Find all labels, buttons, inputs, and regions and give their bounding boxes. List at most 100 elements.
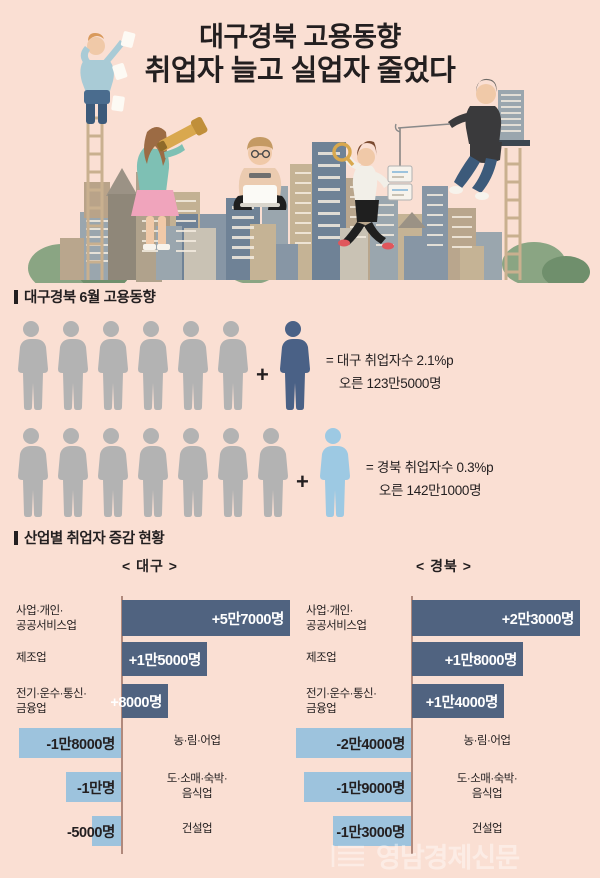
- chart-daegu-category-1: 제조업: [16, 651, 116, 666]
- table-row: 제조업 +1만5000명: [6, 640, 294, 680]
- person-icon-gray: [178, 321, 208, 410]
- chart-daegu-bar-1: +1만5000명: [122, 642, 207, 676]
- person-icon-gray: [18, 428, 48, 517]
- table-row: 전기·운수·통신· 금융업 +8000명: [6, 680, 294, 724]
- chart-daegu-bar-0: +5만7000명: [122, 600, 290, 636]
- chart-daegu-value-5: -5000명: [66, 824, 115, 841]
- cat-line: 전기·운수·통신·: [306, 688, 377, 700]
- cat-line: 사업·개인·: [306, 605, 353, 617]
- person-icon-gray: [178, 428, 208, 517]
- pictogram-row-gyeongbuk: + = 경북 취업자수 0.3%p 오른 142만1000명: [14, 427, 494, 517]
- cat-line: 도·소매·숙박·: [456, 773, 518, 785]
- person-icon-gray: [138, 428, 168, 517]
- pictogram-label-daegu: = 대구 취업자수 2.1%p 오른 123만5000명: [325, 349, 454, 396]
- table-row: 전기·운수·통신· 금융업 +1만4000명: [300, 680, 588, 724]
- person-icon-gray: [58, 428, 88, 517]
- person-icon-gray: [98, 321, 128, 410]
- pictogram-label-gyeongbuk-line2: 오른 142만1000명: [378, 483, 482, 499]
- chart-gyeongbuk-bar-0: +2만3000명: [412, 600, 580, 636]
- chart-gyeongbuk-value-5: -1만3000명: [336, 824, 405, 841]
- chart-gyeongbuk-value-4: -1만9000명: [336, 780, 405, 797]
- cat-line: 농·림·어업: [463, 735, 511, 747]
- chart-gyeongbuk: < 경북 > 사업·개인· 공공서비스업 +2만3000명 제조업 +1만8: [296, 556, 588, 856]
- table-row: 제조업 +1만8000명: [300, 640, 588, 680]
- chart-daegu-bar-2: +8000명: [110, 684, 168, 718]
- chart-daegu-value-0: +5만7000명: [211, 611, 285, 628]
- cat-line: 사업·개인·: [16, 605, 63, 617]
- cat-line: 음식업: [181, 787, 213, 800]
- chart-daegu-title: < 대구 >: [122, 558, 178, 574]
- chart-gyeongbuk-bar-5: -1만3000명: [333, 816, 411, 846]
- illustration-hanging-box: [387, 128, 413, 201]
- person-icon-accent-gyeongbuk: [319, 428, 350, 517]
- cat-line: 전기·운수·통신·: [16, 688, 87, 700]
- illustration-man-fishing: [394, 78, 502, 200]
- chart-gyeongbuk-category-1: 제조업: [306, 651, 406, 666]
- chart-gyeongbuk-body: 사업·개인· 공공서비스업 +2만3000명 제조업 +1만8000명: [296, 596, 588, 854]
- table-row: -1만9000명 도·소매·숙박· 음식업: [300, 768, 588, 812]
- table-row: -1만명 도·소매·숙박· 음식업: [6, 768, 294, 812]
- chart-gyeongbuk-bar-2: +1만4000명: [412, 684, 504, 718]
- section1-heading-text: 대구경북 6월 고용동향: [24, 290, 156, 306]
- chart-gyeongbuk-category-0: 사업·개인· 공공서비스업: [306, 604, 406, 633]
- chart-daegu-value-3: -1만8000명: [46, 736, 115, 753]
- illustration-woman-magnifier: [332, 140, 394, 250]
- chart-gyeongbuk-axis: [411, 596, 413, 854]
- cat-line: 건설업: [181, 823, 213, 835]
- chart-gyeongbuk-value-3: -2만4000명: [336, 736, 405, 753]
- table-row: 사업·개인· 공공서비스업 +5만7000명: [6, 596, 294, 640]
- cat-line: 제조업: [16, 652, 47, 664]
- cat-line: 금융업: [306, 702, 337, 715]
- person-icon-gray: [258, 428, 288, 517]
- person-icon-gray: [18, 321, 48, 410]
- illustration-man-ladder: [80, 31, 136, 124]
- chart-gyeongbuk-value-2: +1만4000명: [425, 694, 499, 711]
- heading-bullet-icon: [14, 530, 18, 545]
- person-icon-gray: [218, 321, 248, 410]
- chart-gyeongbuk-category-3: 농·림·어업: [422, 734, 552, 749]
- heading-bullet-icon: [14, 289, 18, 304]
- chart-gyeongbuk-category-5: 건설업: [422, 822, 552, 837]
- person-icon-gray: [58, 321, 88, 410]
- table-row: -2만4000명 농·림·어업: [296, 724, 588, 768]
- section-heading-industry-change: 산업별 취업자 증감 현황: [14, 527, 165, 548]
- cat-line: 건설업: [471, 823, 503, 835]
- chart-daegu-category-3: 농·림·어업: [132, 734, 262, 749]
- chart-daegu-axis: [121, 596, 123, 854]
- section2-heading-text: 산업별 취업자 증감 현황: [24, 531, 165, 547]
- cat-line: 공공서비스업: [16, 619, 77, 632]
- chart-gyeongbuk-value-0: +2만3000명: [501, 611, 575, 628]
- illustration-woman-telescope: [131, 116, 208, 250]
- chart-daegu-category-0: 사업·개인· 공공서비스업: [16, 604, 116, 633]
- chart-gyeongbuk-bar-3: -2만4000명: [296, 728, 411, 758]
- person-icon-gray: [98, 428, 128, 517]
- chart-daegu-category-5: 건설업: [132, 822, 262, 837]
- person-icon-gray: [138, 321, 168, 410]
- chart-daegu-bar-3: -1만8000명: [19, 728, 121, 758]
- cat-line: 제조업: [306, 652, 337, 664]
- cat-line: 음식업: [471, 787, 503, 800]
- chart-gyeongbuk-category-4: 도·소매·숙박· 음식업: [422, 772, 552, 801]
- plus-sign: +: [256, 362, 269, 387]
- pictogram-label-daegu-line2: 오른 123만5000명: [338, 376, 442, 392]
- person-icon-accent-daegu: [279, 321, 310, 410]
- chart-gyeongbuk-bar-4: -1만9000명: [304, 772, 411, 802]
- section-heading-employment-trend: 대구경북 6월 고용동향: [14, 286, 156, 307]
- pictogram-row-daegu: + = 대구 취업자수 2.1%p 오른 123만5000명: [14, 320, 454, 410]
- pictogram-label-daegu-line1: = 대구 취업자수 2.1%p: [325, 352, 454, 368]
- chart-gyeongbuk-title: < 경북 >: [416, 558, 472, 574]
- chart-daegu: < 대구 > 사업·개인· 공공서비스업 +5만7000명 제조업 +1만5: [6, 556, 294, 856]
- pictogram-label-gyeongbuk: = 경북 취업자수 0.3%p 오른 142만1000명: [366, 456, 494, 503]
- chart-gyeongbuk-bar-1: +1만8000명: [412, 642, 523, 676]
- plus-sign: +: [296, 469, 309, 494]
- cat-line: 공공서비스업: [306, 619, 367, 632]
- chart-daegu-body: 사업·개인· 공공서비스업 +5만7000명 제조업 +1만5000명: [6, 596, 294, 854]
- chart-daegu-bar-5: -5000명: [67, 816, 121, 846]
- city-illustration-svg: [28, 31, 590, 283]
- hero-illustration: 대구경북 고용동향 취업자 늘고 실업자 줄었다: [0, 0, 600, 283]
- table-row: -1만8000명 농·림·어업: [6, 724, 294, 768]
- cat-line: 금융업: [16, 702, 47, 715]
- cat-line: 농·림·어업: [173, 735, 221, 747]
- illustration-man-laptop: [233, 137, 287, 210]
